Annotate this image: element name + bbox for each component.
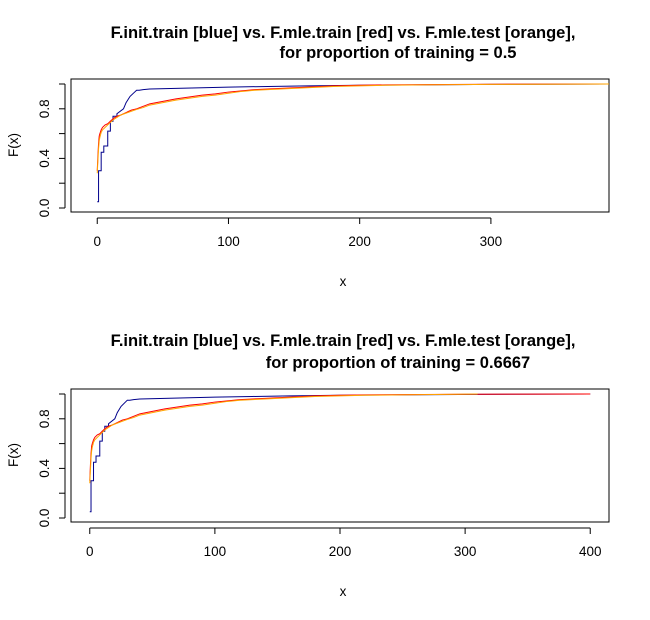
y-tick-label: 0.8 <box>37 409 52 428</box>
series-mle-train-red <box>89 393 591 481</box>
x-tick-label: 0 <box>86 544 94 559</box>
chart-title-line-1: F.init.train [blue] vs. F.mle.train [red… <box>111 332 576 350</box>
chart-panel-1: F.init.train [blue] vs. F.mle.train [red… <box>6 24 610 289</box>
x-tick-label: 100 <box>217 234 240 249</box>
chart-panel-2: F.init.train [blue] vs. F.mle.train [red… <box>6 332 610 599</box>
series-mle-train-red <box>96 83 610 171</box>
chart-title-line-2: for proportion of training = 0.5 <box>280 44 517 62</box>
series-init-train-blue <box>97 83 610 203</box>
x-axis-label: x <box>340 584 347 599</box>
x-tick-label: 100 <box>204 544 227 559</box>
x-axis-label: x <box>340 274 347 289</box>
chart-title-line-2: for proportion of training = 0.6667 <box>266 354 530 372</box>
y-tick-label: 0.8 <box>37 99 52 118</box>
x-tick-label: 300 <box>480 234 503 249</box>
x-tick-label: 200 <box>329 544 352 559</box>
y-tick-label: 0.0 <box>37 199 52 218</box>
plot-frame <box>70 388 610 523</box>
series-layer <box>89 393 591 513</box>
y-tick-label: 0.4 <box>37 149 52 168</box>
x-tick-label: 300 <box>454 544 477 559</box>
plot-frame <box>70 78 610 213</box>
series-layer <box>96 83 610 203</box>
y-axis-label: F(x) <box>6 133 21 157</box>
y-axis-label: F(x) <box>6 443 21 467</box>
series-mle-test-orange <box>96 83 610 174</box>
y-axis: 0.0 0.4 0.8 <box>37 83 66 218</box>
x-tick-label: 400 <box>579 544 602 559</box>
y-axis: 0.0 0.4 0.8 <box>37 393 66 528</box>
y-tick-label: 0.4 <box>37 459 52 478</box>
x-tick-label: 0 <box>93 234 101 249</box>
chart-title-line-1: F.init.train [blue] vs. F.mle.train [red… <box>111 24 576 42</box>
series-init-train-blue <box>89 393 591 513</box>
x-tick-label: 200 <box>348 234 371 249</box>
y-tick-label: 0.0 <box>37 509 52 528</box>
x-axis: 0 100 200 300 400 <box>86 527 602 559</box>
series-mle-test-orange <box>89 393 478 484</box>
x-axis: 0 100 200 300 <box>93 217 503 249</box>
